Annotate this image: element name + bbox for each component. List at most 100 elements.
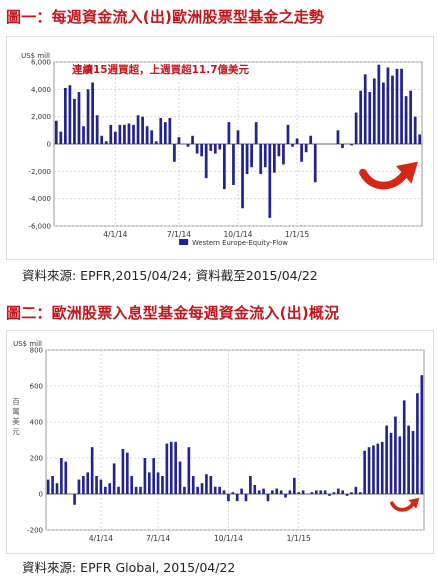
bar	[63, 87, 67, 144]
bar	[90, 447, 94, 494]
bar	[143, 458, 147, 494]
y-tick-label: 0	[47, 141, 51, 149]
bar	[282, 144, 285, 165]
bar	[213, 144, 217, 154]
figure2-chart: US$ mill 800 600 400 200 0 -200 4/1/14 7/1/14 10/…	[6, 330, 434, 554]
bar	[77, 479, 81, 494]
bar	[183, 486, 186, 494]
bar	[272, 144, 276, 173]
bar	[341, 144, 344, 149]
bar	[169, 441, 173, 494]
bar	[309, 135, 313, 144]
bar	[358, 492, 362, 494]
y-tick-label: -200	[27, 527, 43, 535]
bar	[73, 494, 76, 505]
bar	[386, 67, 390, 144]
bar	[187, 447, 191, 494]
bar	[304, 144, 308, 153]
bar	[178, 461, 182, 494]
bar	[86, 472, 90, 494]
bar	[139, 486, 142, 494]
bar	[232, 144, 235, 185]
bar	[268, 144, 272, 218]
bar	[284, 494, 287, 498]
bar	[336, 130, 340, 144]
bar	[68, 85, 72, 144]
bar	[286, 124, 290, 144]
x-tick-label: 1/1/15	[287, 534, 311, 543]
bar	[195, 144, 199, 154]
bar	[51, 476, 54, 494]
figure1-title: 圖一：每週資金流入(出)歐洲股票型基金之走勢	[6, 8, 325, 26]
bar	[91, 82, 94, 144]
bar	[54, 120, 58, 144]
bar	[109, 124, 113, 144]
arrow-head	[408, 497, 420, 509]
bar	[227, 494, 230, 502]
trend-arrow-icon	[359, 161, 418, 190]
bar	[377, 64, 381, 144]
bar	[288, 490, 292, 494]
bar	[279, 490, 283, 494]
bar	[363, 450, 366, 494]
bar	[191, 476, 195, 494]
x-tick-label: 7/1/14	[167, 230, 191, 239]
y-tick-label: 4,000	[31, 86, 51, 94]
y-tick-label: -6,000	[28, 223, 51, 231]
bar	[156, 472, 160, 494]
bar	[100, 135, 104, 144]
figure1-chart: US$ mill 6,000 4,000 2,000 0 -2,000 -4,000 -6,0…	[6, 36, 434, 260]
bar	[145, 126, 149, 144]
figure2-source: 資料來源: EPFR Global, 2015/04/22	[22, 560, 236, 575]
bar	[117, 486, 120, 494]
bar	[60, 458, 63, 494]
bar	[73, 98, 76, 144]
bar	[236, 130, 240, 144]
arrow-head	[396, 161, 418, 184]
bar	[118, 124, 122, 144]
bar	[363, 74, 367, 144]
bar	[389, 432, 393, 494]
bar	[254, 122, 258, 144]
bar	[376, 443, 380, 494]
bar	[332, 492, 336, 494]
bar	[163, 122, 167, 144]
bar	[227, 122, 231, 144]
bar	[241, 144, 244, 209]
bar	[250, 144, 253, 168]
bar	[323, 490, 327, 494]
bar	[77, 92, 81, 144]
y-tick-label: -2,000	[28, 168, 51, 176]
bar	[218, 486, 221, 494]
bar	[86, 89, 90, 144]
legend-swatch	[179, 239, 189, 245]
bar	[218, 144, 222, 150]
bar	[108, 483, 112, 494]
bar	[319, 490, 323, 494]
bar	[380, 441, 384, 494]
figure1-source: 資料來源: EPFR,2015/04/24; 資料截至2015/04/22	[22, 268, 318, 283]
bar	[141, 116, 144, 144]
bar	[345, 494, 349, 496]
bar	[293, 477, 296, 494]
x-tick-label: 7/1/14	[146, 534, 170, 543]
bar	[350, 492, 353, 494]
bar	[235, 494, 239, 502]
bar	[404, 96, 408, 144]
bar	[196, 486, 199, 494]
bar	[413, 116, 417, 144]
bar	[136, 115, 140, 144]
bar	[200, 144, 204, 157]
bar	[249, 476, 252, 494]
bar	[420, 375, 424, 494]
bar	[372, 445, 375, 494]
y-tick-label: 400	[30, 419, 43, 427]
y-tick-label: 2,000	[31, 113, 51, 121]
bar	[204, 144, 208, 179]
side-label-char: 百	[12, 397, 20, 406]
bar	[257, 490, 261, 494]
bar	[150, 130, 154, 144]
bar	[173, 144, 176, 162]
